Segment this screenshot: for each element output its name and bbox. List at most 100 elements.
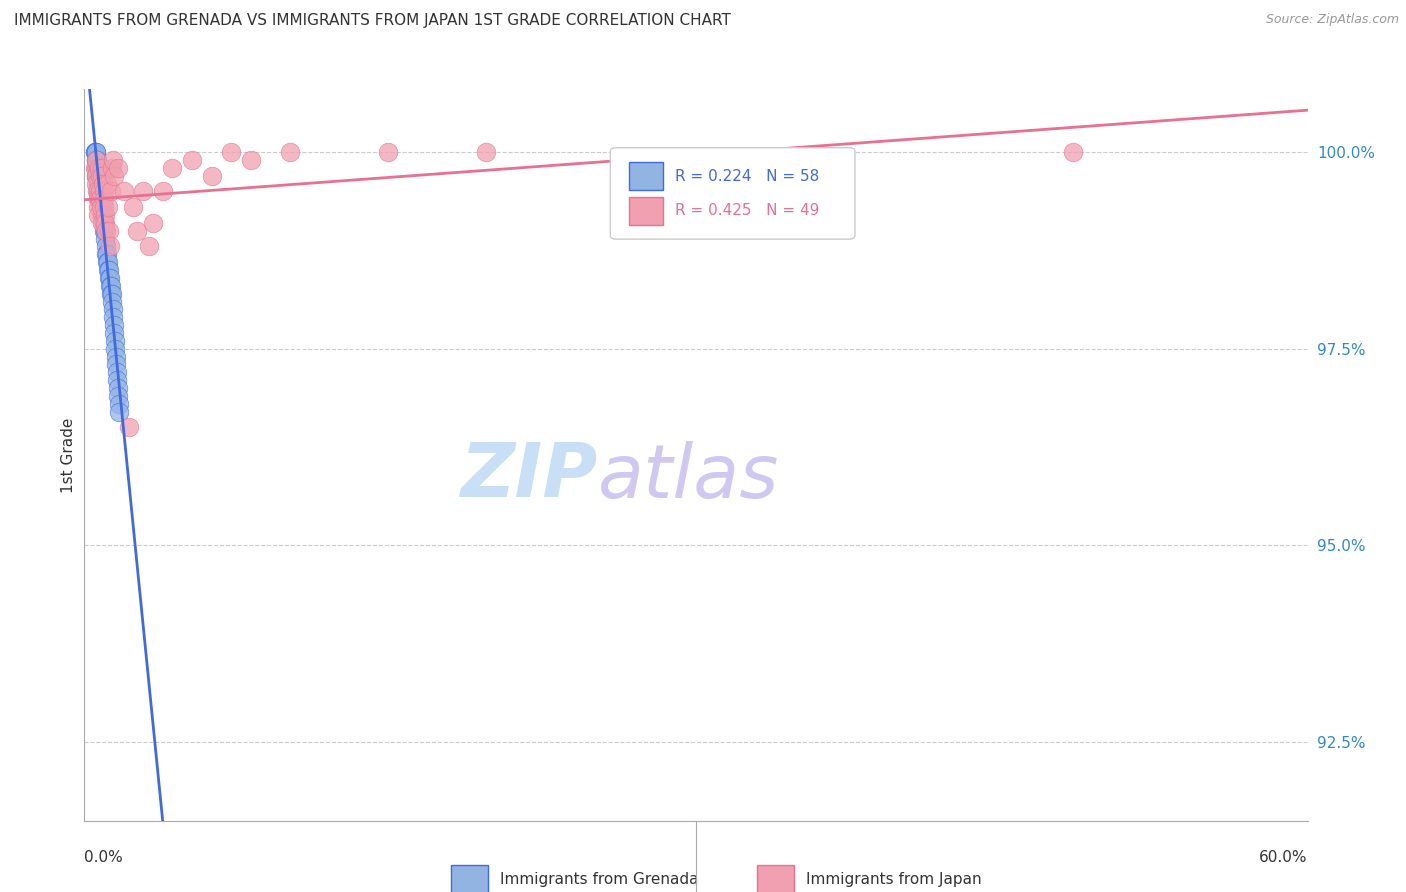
Point bbox=[91, 208, 114, 222]
Point bbox=[103, 326, 125, 340]
Point bbox=[100, 185, 122, 199]
Point bbox=[108, 405, 131, 419]
Point bbox=[96, 247, 118, 261]
Point bbox=[91, 161, 114, 175]
Point bbox=[181, 153, 204, 167]
Point bbox=[93, 216, 115, 230]
Point bbox=[86, 177, 108, 191]
Point bbox=[104, 350, 127, 364]
Point bbox=[96, 247, 118, 261]
Text: Source: ZipAtlas.com: Source: ZipAtlas.com bbox=[1265, 13, 1399, 27]
Point bbox=[94, 224, 117, 238]
Point bbox=[105, 373, 128, 387]
Point bbox=[103, 169, 125, 183]
Point bbox=[132, 185, 155, 199]
Point bbox=[100, 161, 122, 175]
Point bbox=[127, 224, 149, 238]
Point bbox=[93, 192, 115, 206]
Point bbox=[107, 161, 129, 175]
Point bbox=[91, 200, 114, 214]
Point bbox=[278, 145, 301, 160]
Point bbox=[86, 169, 108, 183]
Point bbox=[101, 294, 124, 309]
Point bbox=[87, 169, 110, 183]
Point bbox=[94, 239, 117, 253]
Text: Immigrants from Grenada: Immigrants from Grenada bbox=[501, 871, 699, 887]
Point bbox=[87, 177, 110, 191]
Point bbox=[93, 224, 115, 238]
Point bbox=[86, 153, 108, 167]
Point bbox=[107, 381, 129, 395]
Point bbox=[239, 153, 262, 167]
Point bbox=[84, 145, 107, 160]
Point bbox=[200, 169, 222, 183]
Point bbox=[87, 161, 110, 175]
Point bbox=[94, 224, 117, 238]
Point bbox=[90, 200, 112, 214]
Point bbox=[100, 278, 122, 293]
Point bbox=[84, 169, 107, 183]
Point bbox=[90, 216, 112, 230]
Point bbox=[84, 153, 107, 167]
Point bbox=[94, 232, 117, 246]
Point bbox=[86, 177, 108, 191]
Point bbox=[87, 185, 110, 199]
FancyBboxPatch shape bbox=[758, 864, 794, 892]
Text: atlas: atlas bbox=[598, 441, 779, 513]
Point bbox=[84, 161, 107, 175]
Point bbox=[103, 310, 125, 325]
Point bbox=[84, 161, 107, 175]
Text: IMMIGRANTS FROM GRENADA VS IMMIGRANTS FROM JAPAN 1ST GRADE CORRELATION CHART: IMMIGRANTS FROM GRENADA VS IMMIGRANTS FR… bbox=[14, 13, 731, 29]
Text: Immigrants from Japan: Immigrants from Japan bbox=[806, 871, 981, 887]
Point bbox=[138, 239, 160, 253]
Point bbox=[97, 263, 120, 277]
Point bbox=[89, 185, 111, 199]
Point bbox=[97, 255, 120, 269]
Point bbox=[105, 358, 128, 372]
Point bbox=[97, 263, 120, 277]
Point bbox=[86, 153, 108, 167]
Y-axis label: 1st Grade: 1st Grade bbox=[60, 417, 76, 492]
Point bbox=[94, 208, 117, 222]
Point bbox=[87, 169, 110, 183]
Point bbox=[87, 192, 110, 206]
Point bbox=[87, 200, 110, 214]
Point bbox=[89, 192, 111, 206]
Point bbox=[219, 145, 242, 160]
Point bbox=[162, 161, 184, 175]
Point bbox=[100, 286, 122, 301]
Point bbox=[142, 216, 165, 230]
Point bbox=[101, 153, 124, 167]
Point bbox=[91, 169, 114, 183]
Point bbox=[91, 208, 114, 222]
Point bbox=[152, 185, 174, 199]
Point bbox=[97, 200, 120, 214]
Point bbox=[377, 145, 399, 160]
Point bbox=[84, 145, 107, 160]
Point bbox=[96, 177, 118, 191]
FancyBboxPatch shape bbox=[628, 197, 664, 225]
Point bbox=[93, 185, 115, 199]
Point bbox=[104, 334, 127, 348]
Text: R = 0.224   N = 58: R = 0.224 N = 58 bbox=[675, 169, 820, 184]
Point bbox=[98, 278, 121, 293]
Point bbox=[96, 255, 118, 269]
Point bbox=[89, 185, 111, 199]
Point bbox=[86, 192, 108, 206]
FancyBboxPatch shape bbox=[451, 864, 488, 892]
Point bbox=[122, 200, 145, 214]
Point bbox=[86, 161, 108, 175]
Point bbox=[474, 145, 496, 160]
Point bbox=[98, 271, 121, 285]
Point bbox=[90, 200, 112, 214]
Point bbox=[98, 271, 121, 285]
Point bbox=[105, 365, 128, 379]
Text: 0.0%: 0.0% bbox=[84, 850, 124, 865]
Point bbox=[101, 302, 124, 317]
Point bbox=[103, 318, 125, 333]
Point bbox=[118, 420, 141, 434]
Point bbox=[91, 177, 114, 191]
Point bbox=[87, 208, 110, 222]
Point bbox=[84, 145, 107, 160]
Point bbox=[89, 192, 111, 206]
